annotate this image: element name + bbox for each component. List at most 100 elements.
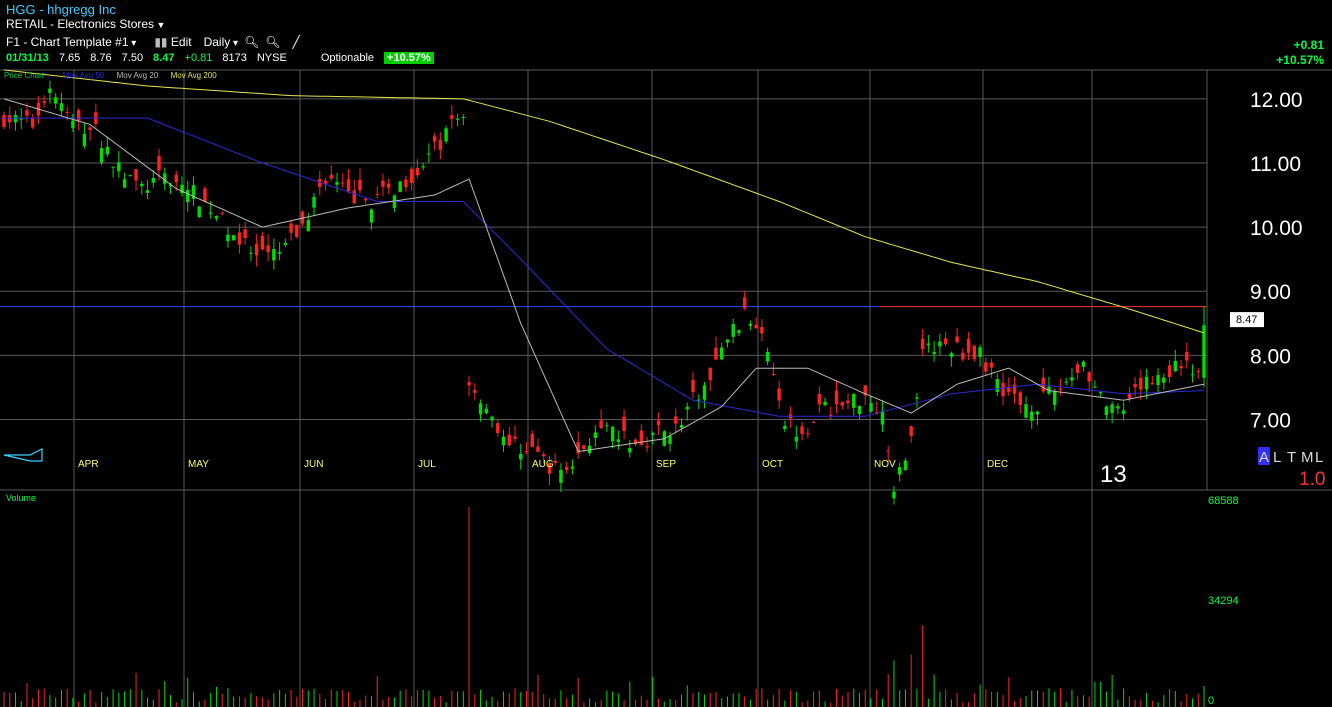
candle-body [1093,386,1097,388]
candle-body [266,245,270,253]
candle-body [145,190,150,193]
candle-body [926,343,931,346]
candle-body [616,439,621,443]
candle-body [134,169,138,181]
candle-body [719,347,724,360]
candle-body [892,491,896,499]
candle-body [243,229,247,239]
candle-body [507,434,511,446]
candle-body [582,445,586,449]
corner-highlight [1258,447,1270,465]
candle-body [1087,372,1091,382]
candle-body [645,446,649,448]
zoom-out-icon[interactable]: 🔍︎ [265,35,281,49]
candle-body [421,166,425,168]
candle-body [237,232,242,245]
candle-body [800,426,804,435]
candle-body [995,378,1000,393]
candle-body [168,184,173,187]
candle-body [76,109,81,121]
candle-body [1190,374,1195,376]
candle-body [323,180,328,184]
candle-body [444,128,448,142]
candle-body [754,324,758,329]
price-tick-label: 11.00 [1250,153,1301,176]
candle-body [1110,404,1114,413]
candle-body [610,427,615,442]
chevron-down-icon: ▼ [154,20,166,30]
candle-body [8,115,12,123]
candle-body [369,209,374,223]
last-price-label: 8.47 [1236,314,1257,326]
candle-body [1167,365,1172,378]
chart-header: HGG - hhgregg Inc RETAIL - Electronics S… [0,0,1332,70]
period-dropdown[interactable]: Daily [204,35,238,49]
candle-body [467,382,471,386]
candle-body [909,426,913,436]
last-price-box [1230,312,1264,328]
candle-body [1116,406,1120,409]
candle-body [208,212,213,214]
candle-body [697,399,701,401]
candle-body [777,388,781,401]
candle-body [254,243,259,256]
candle-body [484,408,489,414]
candle-body [65,112,69,114]
candle-body [404,179,408,188]
month-label: JUL [418,459,436,470]
candle-body [180,184,184,194]
month-label: NOV [874,459,896,470]
candle-body [668,435,672,444]
candle-body [82,133,87,147]
candle-body [117,162,121,172]
industry-dropdown[interactable]: RETAIL - Electronics Stores ▼ [6,17,165,31]
candle-body [409,168,414,183]
edit-button[interactable]: ▮▮ Edit [154,35,191,49]
candle-body [1121,410,1126,414]
candle-body [1058,388,1063,390]
candle-body [553,460,557,463]
zoom-in-icon[interactable]: 🔍︎ [244,35,260,49]
quote-change: +0.81 [184,52,213,64]
candle-body [1081,361,1086,367]
candle-body [932,351,936,355]
candle-body [886,450,890,452]
industry-label: RETAIL - Electronics Stores [6,17,155,31]
month-label: DEC [987,459,1008,470]
ticker-title[interactable]: HGG - hhgregg Inc [6,2,116,17]
price-tick-label: 8.00 [1250,345,1291,368]
candle-body [501,436,506,446]
candle-body [857,405,862,415]
draw-tool-icon[interactable]: ╱ [292,35,300,49]
candle-body [524,451,529,453]
month-label: MAY [188,459,209,470]
price-tick-label: 10.00 [1250,217,1303,240]
candle-body [593,432,598,438]
candle-body [19,118,23,120]
month-label: AUG [532,459,554,470]
candle-body [191,185,196,199]
candle-body [335,181,339,185]
candle-body [203,188,207,202]
candle-body [358,179,362,191]
candle-body [1202,325,1206,378]
volume-bars [3,507,1205,707]
candle-body [13,114,18,123]
candle-body [765,351,770,362]
volume-label: Volume [6,493,36,503]
template-dropdown[interactable]: F1 - Chart Template #1 [6,35,136,49]
candle-body [966,338,971,353]
quote-open: 7.65 [58,52,81,64]
candle-body [880,411,885,425]
candles [2,80,1206,505]
candle-body [455,118,460,120]
candle-body [186,189,190,203]
candle-body [771,374,776,376]
candle-body [260,235,265,250]
candle-body [1070,377,1074,381]
edit-label: Edit [170,35,192,49]
month-label: JUN [304,459,323,470]
candle-body [513,436,517,439]
candle-body [972,345,977,359]
